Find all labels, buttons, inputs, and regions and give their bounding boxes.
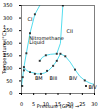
svg-text:BM: BM [35, 75, 43, 81]
svg-text:250: 250 [3, 27, 13, 34]
svg-text:25: 25 [79, 101, 85, 107]
svg-text:BIII: BIII [49, 75, 57, 81]
svg-text:CII: CII [67, 28, 73, 34]
svg-text:BIV: BIV [88, 84, 97, 90]
svg-text:BIV: BIV [69, 75, 78, 81]
svg-text:0: 0 [20, 101, 23, 107]
svg-text:CI: CI [28, 16, 33, 22]
svg-text:0: 0 [9, 90, 12, 96]
svg-text:150: 150 [3, 52, 13, 59]
svg-text:Pressure (GPa) →: Pressure (GPa) → [37, 103, 79, 109]
svg-text:300: 300 [3, 15, 13, 21]
svg-text:100: 100 [3, 65, 13, 71]
svg-text:200: 200 [3, 39, 13, 46]
svg-text:350: 350 [3, 2, 13, 8]
svg-text:Nitromethane: Nitromethane [29, 35, 64, 42]
svg-text:Temperature (°C) →: Temperature (°C) → [1, 25, 8, 75]
svg-text:30: 30 [91, 101, 97, 107]
svg-text:50: 50 [6, 78, 12, 84]
svg-text:Liquid: Liquid [29, 39, 44, 46]
svg-text:5: 5 [32, 101, 35, 107]
